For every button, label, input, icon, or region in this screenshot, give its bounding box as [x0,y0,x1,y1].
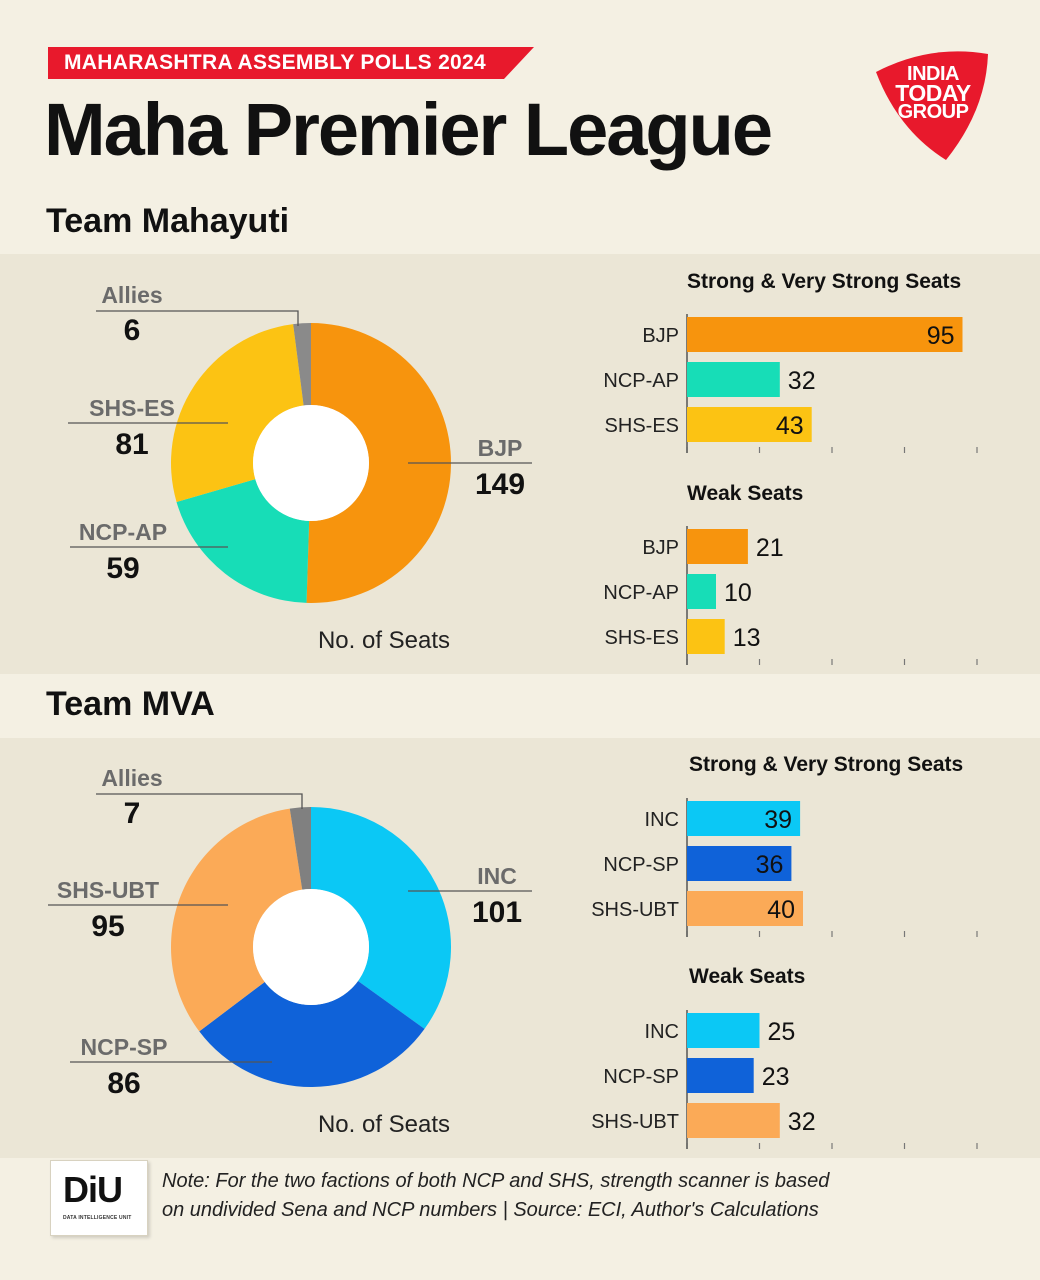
donut-hole [253,889,369,1005]
slice-label: NCP-SP [81,1034,168,1060]
bar-shs-es [687,619,725,654]
chart-svg: INC 101 NCP-SP 86 SHS-UBT 95 Allies 7 No. of Sea… [48,765,978,1149]
bar-ncp-ap [687,574,716,609]
slice-value: 101 [472,896,522,929]
slice-label: Allies [101,765,162,791]
slice-label: Allies [101,282,162,308]
bar-value-label: 23 [762,1063,790,1091]
slice-value: 149 [475,468,525,501]
team-mva-title: Team MVA [46,685,215,723]
mva-panel: Strong & Very Strong Seats Weak Seats IN… [0,738,1040,1158]
bar-inc [687,1013,760,1048]
slice-value: 59 [106,552,139,585]
bar-value-label: 10 [724,579,752,607]
bar-value-label: 21 [756,534,784,562]
donut-hole [253,405,369,521]
bar-ncp-sp [687,846,792,881]
diu-logo: DiU DATA INTELLIGENCE UNIT [50,1160,148,1236]
kicker-banner: MAHARASHTRA ASSEMBLY POLLS 2024 [48,47,534,79]
bar-value-label: 25 [768,1018,796,1046]
bar-category-label: INC [645,809,679,831]
strong-seats-title: Strong & Very Strong Seats [687,270,962,293]
team-mahayuti-title: Team Mahayuti [46,202,290,240]
strong-seats-title: Strong & Very Strong Seats [689,753,964,776]
bar-value-label: 43 [776,412,804,440]
bar-value-label: 39 [764,806,792,834]
bar-category-label: SHS-ES [605,415,679,437]
bar-value-label: 32 [788,1108,816,1136]
weak-seats-title: Weak Seats [689,965,806,988]
bar-value-label: 13 [733,624,761,652]
bar-bjp [687,317,963,352]
leader-line [96,310,299,326]
bar-shs-es [687,407,812,442]
slice-value: 81 [115,428,148,461]
donut-slice-allies [293,323,311,406]
mahayuti-panel: Strong & Very Strong Seats Weak Seats BJ… [0,254,1040,674]
bar-shs-ubt [687,891,803,926]
bar-category-label: NCP-AP [603,582,679,604]
slice-value: 95 [91,910,124,943]
donut-caption: No. of Seats [318,1111,450,1138]
bar-category-label: SHS-UBT [591,1111,679,1133]
bar-category-label: NCP-SP [603,854,679,876]
bar-category-label: NCP-SP [603,1066,679,1088]
donut-slice-bjp [306,323,452,603]
donut-caption: No. of Seats [318,627,450,654]
donut-slice-shs-ubt [171,808,303,1032]
slice-label: BJP [478,435,523,461]
donut-slice-inc [311,807,452,1029]
bar-value-label: 36 [756,851,784,879]
leader-line [96,793,303,809]
slice-label: NCP-AP [79,519,167,545]
slice-label: INC [477,863,517,889]
bar-category-label: BJP [642,537,679,559]
weak-seats-title: Weak Seats [687,482,804,505]
india-today-logo [876,51,988,160]
bar-category-label: SHS-UBT [591,899,679,921]
bar-category-label: BJP [642,325,679,347]
bar-category-label: NCP-AP [603,370,679,392]
bar-bjp [687,529,748,564]
bar-inc [687,801,801,836]
donut-slice-shs-es [170,324,304,502]
bar-ncp-ap [687,362,780,397]
slice-value: 86 [107,1067,140,1100]
bar-value-label: 95 [927,322,955,350]
bar-value-label: 32 [788,367,816,395]
page-title: Maha Premier League [44,88,773,171]
donut-slice-ncp-ap [176,479,310,603]
chart-svg: BJP 149 NCP-AP 59 SHS-ES 81 Allies 6 No. of Seat… [68,282,978,665]
bar-ncp-sp [687,1058,754,1093]
bar-value-label: 40 [767,896,795,924]
bar-category-label: INC [645,1021,679,1043]
donut-slice-ncp-sp [199,980,425,1087]
bar-shs-ubt [687,1103,780,1138]
slice-label: SHS-ES [89,395,175,421]
bar-category-label: SHS-ES [605,627,679,649]
donut-slice-allies [289,807,311,890]
slice-value: 6 [124,314,141,347]
footnote: Note: For the two factions of both NCP a… [162,1170,830,1221]
slice-label: SHS-UBT [57,877,159,903]
slice-value: 7 [124,797,141,830]
brand-wordmark: INDIA TODAY GROUP [895,63,971,123]
